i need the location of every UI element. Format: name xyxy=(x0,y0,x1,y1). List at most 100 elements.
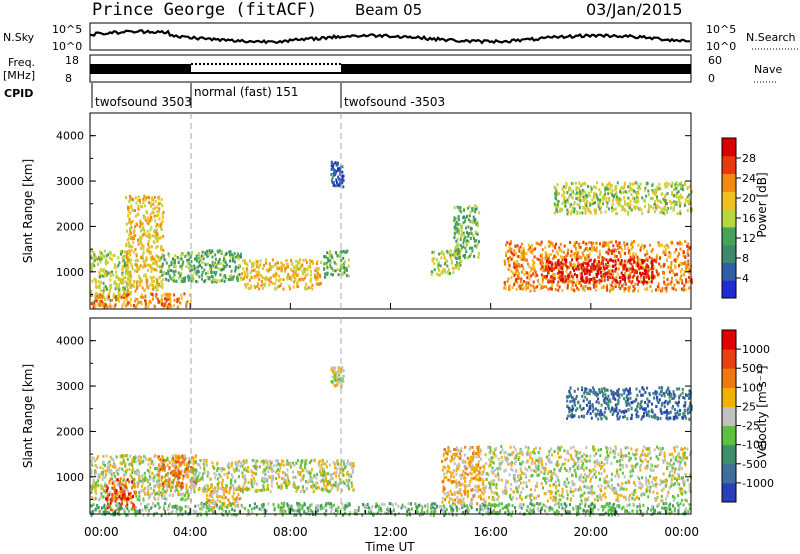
scatter-cell xyxy=(172,473,175,477)
scatter-cell xyxy=(460,260,463,264)
scatter-cell xyxy=(590,244,593,248)
scatter-cell xyxy=(540,273,543,277)
scatter-region xyxy=(503,240,693,293)
scatter-cell xyxy=(180,267,183,271)
scatter-cell xyxy=(325,485,328,489)
scatter-cell xyxy=(176,305,179,309)
scatter-cell xyxy=(159,265,162,269)
scatter-cell xyxy=(683,250,685,254)
scatter-cell xyxy=(149,235,152,239)
scatter-cell xyxy=(120,252,122,256)
scatter-cell xyxy=(519,245,522,249)
scatter-cell xyxy=(324,272,327,276)
scatter-cell xyxy=(193,477,196,481)
scatter-cell xyxy=(114,303,117,307)
scatter-cell xyxy=(456,246,459,250)
scatter-cell xyxy=(231,461,233,465)
scatter-cell xyxy=(263,471,266,475)
scatter-cell xyxy=(101,304,104,308)
scatter-cell xyxy=(287,479,290,483)
scatter-cell xyxy=(247,470,250,474)
scatter-cell xyxy=(102,487,104,491)
scatter-cell xyxy=(177,492,180,496)
scatter-cell xyxy=(459,223,462,227)
scatter-cell xyxy=(265,276,268,280)
scatter-cell xyxy=(153,479,155,483)
scatter-cell xyxy=(158,210,161,214)
scatter-cell xyxy=(149,493,152,497)
scatter-cell xyxy=(160,246,163,250)
scatter-cell xyxy=(576,197,579,201)
scatter-cell xyxy=(135,305,138,309)
scatter-cell xyxy=(618,200,621,204)
scatter-cell xyxy=(236,462,239,466)
scatter-cell xyxy=(635,264,638,268)
scatter-cell xyxy=(627,246,630,250)
scatter-cell xyxy=(664,202,667,205)
scatter-cell xyxy=(157,259,160,263)
scatter-cell xyxy=(115,489,118,493)
scatter-cell xyxy=(119,277,122,281)
scatter-cell xyxy=(462,241,465,245)
scatter-cell xyxy=(455,239,458,243)
scatter-cell xyxy=(228,250,231,254)
scatter-cell xyxy=(150,225,153,229)
scatter-cell xyxy=(633,274,636,278)
scatter-cell xyxy=(205,253,208,257)
scatter-cell xyxy=(134,289,137,293)
scatter-cell xyxy=(276,463,279,467)
scatter-cell xyxy=(212,491,215,495)
scatter-cell xyxy=(505,254,508,258)
scatter-cell xyxy=(182,477,185,481)
scatter-cell xyxy=(127,207,130,211)
scatter-cell xyxy=(113,266,116,270)
scatter-cell xyxy=(114,287,117,291)
scatter-cell xyxy=(121,305,124,309)
scatter-cell xyxy=(180,293,183,297)
scatter-cell xyxy=(171,454,174,458)
scatter-cell xyxy=(576,202,579,206)
scatter-cell xyxy=(456,205,459,209)
scatter-cell xyxy=(221,484,224,487)
scatter-cell xyxy=(181,485,184,489)
scatter-cell xyxy=(582,263,584,267)
scatter-cell xyxy=(105,258,108,262)
scatter-cell xyxy=(143,263,146,266)
scatter-cell xyxy=(162,234,165,238)
scatter-cell xyxy=(471,208,474,212)
scatter-cell xyxy=(236,252,239,256)
scatter-cell xyxy=(563,262,566,266)
scatter-cell xyxy=(188,457,191,460)
scatter-cell xyxy=(676,212,679,216)
scatter-cell xyxy=(316,481,319,485)
scatter-cell xyxy=(275,459,277,463)
scatter-cell xyxy=(179,463,182,467)
scatter-cell xyxy=(156,467,159,471)
scatter-cell xyxy=(511,271,514,275)
scatter-cell xyxy=(129,194,131,198)
scatter-cell xyxy=(302,477,304,481)
scatter-cell xyxy=(614,248,617,252)
scatter-cell xyxy=(588,241,591,245)
scatter-cell xyxy=(102,281,105,285)
scatter-cell xyxy=(213,505,216,509)
scatter-cell xyxy=(589,247,591,251)
scatter-cell xyxy=(438,252,441,256)
scatter-cell xyxy=(269,276,272,280)
scatter-cell xyxy=(456,252,459,256)
scatter-cell xyxy=(595,241,598,245)
scatter-cell xyxy=(269,466,272,470)
scatter-cell xyxy=(106,305,109,309)
scatter-cell xyxy=(280,483,283,487)
scatter-cell xyxy=(686,251,689,255)
scatter-cell xyxy=(179,274,182,277)
scatter-cell xyxy=(121,250,123,253)
scatter-cell xyxy=(267,465,270,469)
scatter-cell xyxy=(183,459,186,463)
scatter-cell xyxy=(118,299,120,303)
scatter-cell xyxy=(131,208,134,212)
scatter-cell xyxy=(582,269,585,273)
scatter-cell xyxy=(268,283,271,287)
scatter-cell xyxy=(250,469,253,472)
